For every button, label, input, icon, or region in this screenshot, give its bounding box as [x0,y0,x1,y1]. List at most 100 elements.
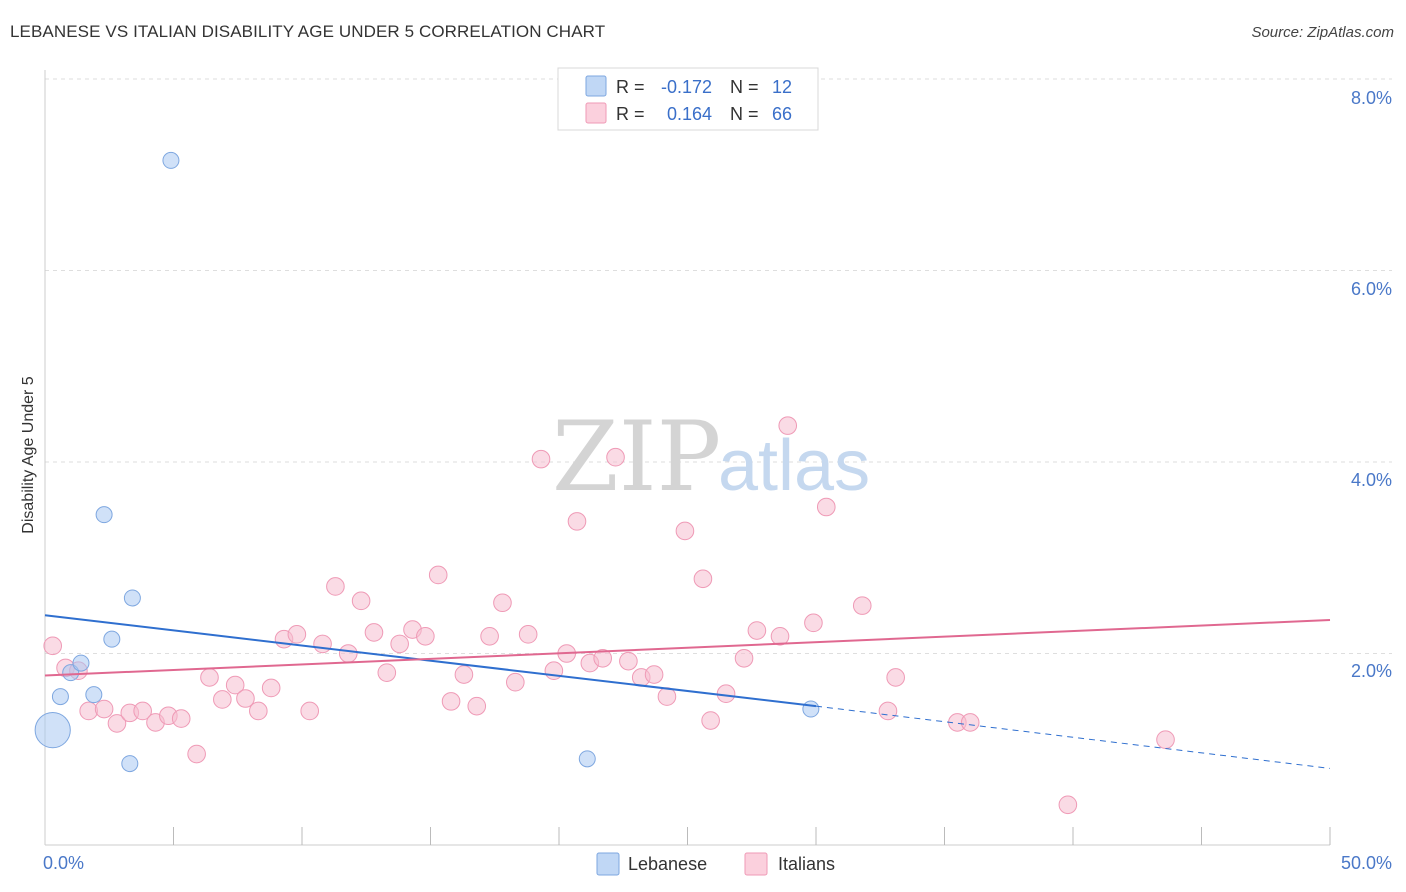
italians-point-7 [133,701,152,721]
italians-point-33 [467,696,487,716]
y-tick-label-4: 4.0% [1351,470,1392,490]
legend-swatch-lebanese [585,75,607,97]
series-legend-swatch-lebanese[interactable] [596,852,620,876]
italians-point-60 [878,701,898,721]
italians-point-22 [326,577,345,596]
lebanese-point-11 [802,700,820,718]
italians-point-12 [200,668,219,687]
series-legend: Lebanese Italians [596,852,835,876]
italians-point-19 [287,625,307,644]
italians-point-11 [187,744,206,764]
lebanese-point-9 [162,151,180,169]
trend-lines [44,614,1331,769]
source-credit: Source: ZipAtlas.com [1251,24,1394,41]
italians-point-14 [225,675,245,695]
italians-point-5 [107,714,127,733]
italians-point-32 [454,665,474,684]
italians-point-44 [606,447,625,467]
italians-point-0 [43,636,63,656]
lebanese-point-7 [121,755,139,773]
legend-n-value-italians: 66 [772,104,792,124]
chart-title: LEBANESE VS ITALIAN DISABILITY AGE UNDER… [10,22,606,41]
watermark-zip: ZIP [552,401,721,513]
italians-trend-line [44,618,1331,677]
lebanese-trend-extension [815,705,1331,769]
italians-point-45 [619,651,638,671]
italians-point-30 [428,565,448,585]
italians-point-10 [171,709,191,728]
legend-r-value-lebanese: -0.172 [661,77,712,97]
y-tick-label-2: 2.0% [1351,661,1392,681]
italians-point-26 [377,663,397,682]
italians-point-56 [778,416,798,435]
x-tick-label-min: 0.0% [43,853,84,873]
italians-point-55 [770,626,790,646]
lebanese-point-3 [72,654,90,672]
lebanese-point-10 [578,750,596,768]
italians-point-21 [313,634,332,654]
italians-point-49 [675,521,695,541]
legend-r-label-italians: R = [616,104,645,124]
lebanese-point-8 [123,589,141,607]
legend-r-label-lebanese: R = [616,77,645,97]
legend-swatch-italians [585,102,607,124]
italians-point-16 [249,701,268,721]
series-legend-swatch-italians[interactable] [744,852,768,876]
italians-point-57 [804,613,823,633]
italians-point-13 [213,690,232,709]
italians-point-23 [338,644,358,663]
italians-point-64 [1058,795,1078,815]
correlation-legend: R = -0.172 N = 12 R = 0.164 N = 66 [557,67,819,131]
legend-n-label-italians: N = [730,104,759,124]
y-tick-label-6: 6.0% [1351,279,1392,299]
lebanese-point-6 [103,630,121,648]
italians-point-15 [236,689,255,708]
italians-point-51 [701,711,720,730]
italians-point-58 [816,497,836,517]
italians-point-53 [734,648,754,668]
italians-point-41 [567,512,587,531]
lebanese-point-1 [51,688,69,706]
lebanese-point-4 [85,686,103,704]
italians-point-3 [79,701,98,721]
y-tick-labels: 8.0% 6.0% 4.0% 2.0% [1351,88,1392,681]
italians-point-65 [1156,730,1175,749]
lebanese-point-5 [95,506,113,524]
italians-point-27 [390,634,409,654]
legend-r-value-italians: 0.164 [667,104,712,124]
italians-point-36 [506,672,525,692]
y-tick-label-8: 8.0% [1351,88,1392,108]
italians-point-31 [441,692,461,711]
italians-point-37 [518,625,538,644]
italians-point-20 [300,701,320,721]
italians-point-54 [747,621,767,640]
italians-point-48 [657,687,677,706]
lebanese-trend-line [44,614,817,708]
italians-point-24 [351,591,371,611]
y-axis-label: Disability Age Under 5 [20,376,37,534]
italians-point-35 [493,593,512,613]
watermark-atlas: atlas [718,426,870,506]
gridlines [45,78,1392,654]
italians-point-4 [94,699,114,719]
x-axis-ticks [173,827,1331,845]
italians-point-61 [886,668,905,687]
legend-n-label-lebanese: N = [730,77,759,97]
italians-point-43 [593,648,612,668]
italians-point-63 [960,713,980,732]
italians-point-17 [261,678,281,698]
italians-point-52 [716,684,736,704]
legend-n-value-lebanese: 12 [772,77,792,97]
x-tick-label-max: 50.0% [1341,853,1392,873]
italians-point-34 [480,626,499,646]
italians-point-38 [531,449,551,469]
italians-point-50 [693,569,713,589]
lebanese-point-0 [34,712,71,749]
italians-point-25 [364,623,384,642]
series-legend-label-lebanese[interactable]: Lebanese [628,854,707,874]
italians-point-29 [416,626,435,646]
series-legend-label-italians[interactable]: Italians [778,854,835,874]
italians-point-47 [644,665,664,684]
italians-point-59 [852,596,872,615]
